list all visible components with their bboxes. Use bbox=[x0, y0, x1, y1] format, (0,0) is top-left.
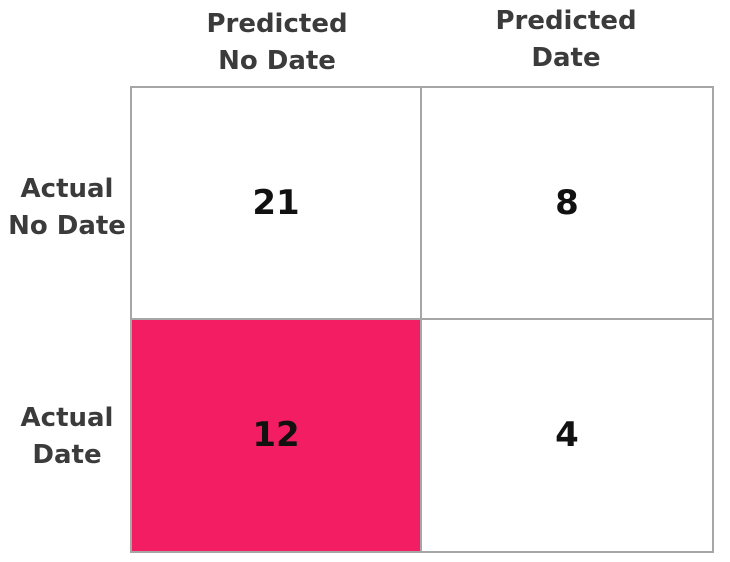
cell-actual-date-predicted-date: 4 bbox=[555, 415, 579, 456]
column-header-line: Predicted bbox=[206, 9, 348, 39]
row-header-line: Actual bbox=[20, 403, 114, 433]
cell-actual-no-date-predicted-date: 8 bbox=[422, 88, 712, 320]
row-header-actual-no-date: Actual No Date bbox=[0, 171, 134, 245]
column-header-line: No Date bbox=[218, 46, 336, 76]
cell-actual-date-predicted-no-date: 12 bbox=[132, 319, 422, 551]
confusion-matrix: 21 8 12 4 bbox=[130, 86, 714, 553]
column-header-line: Predicted bbox=[495, 6, 637, 36]
row-header-line: Date bbox=[32, 440, 102, 470]
cell-actual-no-date-predicted-no-date: 21 bbox=[132, 88, 422, 320]
row-header-line: Actual bbox=[20, 174, 114, 204]
column-header-predicted-date: Predicted Date bbox=[421, 3, 711, 77]
row-header-line: No Date bbox=[8, 211, 126, 241]
row-header-actual-date: Actual Date bbox=[0, 400, 134, 474]
column-header-line: Date bbox=[531, 43, 601, 73]
column-header-predicted-no-date: Predicted No Date bbox=[132, 6, 422, 80]
